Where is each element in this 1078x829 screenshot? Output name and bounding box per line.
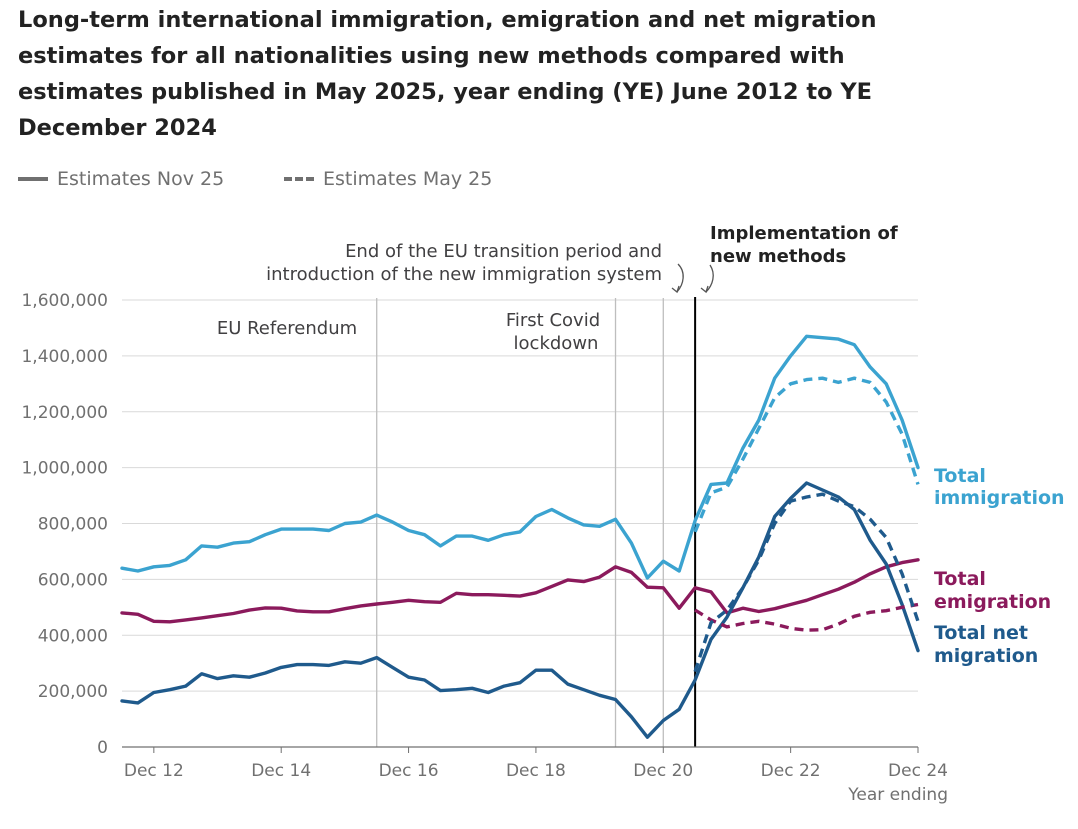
x-axis-title: Year ending — [847, 785, 948, 805]
chart-title: Long-term international immigration, emi… — [18, 7, 877, 141]
series-line-total-immigration-dashed — [693, 376, 920, 533]
immigration-label-line2: immigration — [934, 487, 1065, 509]
immigration-label-line1: Total — [934, 465, 986, 487]
vertical-markers: EU Referendum First Covid lockdown End o… — [217, 223, 898, 747]
eu-transition-arrowhead-icon — [671, 285, 680, 294]
x-tick-label: Dec 20 — [633, 761, 693, 781]
axes: Year ending 0 200,000 400,000 600,000 800,00… — [21, 291, 948, 805]
implementation-label-line1: Implementation of — [710, 223, 898, 244]
gridlines — [122, 299, 918, 692]
y-tick-label: 600,000 — [38, 570, 108, 590]
emigration-label-line2: emigration — [934, 591, 1051, 613]
series-labels: Total immigration Total emigration Total… — [934, 465, 1065, 667]
y-tick-label: 400,000 — [38, 626, 108, 646]
y-tick-label: 200,000 — [38, 682, 108, 702]
implementation-arrowhead-icon — [700, 285, 709, 294]
implementation-label-line2: new methods — [710, 246, 846, 267]
y-tick-label: 0 — [97, 738, 108, 758]
series-line-total-net-migration-solid — [120, 481, 920, 739]
legend-label-nov25: Estimates Nov 25 — [57, 168, 225, 190]
series-lines — [120, 334, 920, 739]
y-tick-label: 1,400,000 — [21, 347, 108, 367]
x-tick-label: Dec 14 — [251, 761, 311, 781]
legend-item-may25: Estimates May 25 — [284, 168, 492, 190]
net-label-line2: migration — [934, 645, 1038, 667]
y-tick-label: 1,200,000 — [21, 403, 108, 423]
series-line-total-net-migration-dashed — [693, 492, 920, 673]
solid-line-icon — [18, 177, 48, 181]
series-line-total-immigration-solid — [120, 334, 920, 580]
implementation-arrow-icon — [705, 264, 714, 293]
eu-referendum-label: EU Referendum — [217, 318, 357, 339]
x-tick-label: Dec 18 — [506, 761, 566, 781]
x-tick-label: Dec 12 — [124, 761, 184, 781]
y-tick-label: 1,000,000 — [21, 459, 108, 479]
x-tick-label: Dec 16 — [379, 761, 439, 781]
covid-label-line1: First Covid — [506, 310, 600, 331]
legend-item-nov25: Estimates Nov 25 — [18, 168, 224, 190]
net-label-line1: Total net — [934, 622, 1028, 644]
x-tick-label: Dec 22 — [761, 761, 821, 781]
series-line-total-emigration-solid — [120, 558, 920, 624]
emigration-label-line1: Total — [934, 568, 986, 590]
eu-transition-label-line1: End of the EU transition period and — [345, 241, 662, 262]
covid-label-line2: lockdown — [514, 333, 599, 354]
legend-label-may25: Estimates May 25 — [323, 168, 493, 190]
y-tick-label: 800,000 — [38, 515, 108, 535]
eu-transition-label-line2: introduction of the new immigration syst… — [266, 264, 662, 285]
eu-transition-arrow-icon — [676, 263, 684, 293]
x-tick-label: Dec 24 — [888, 761, 948, 781]
y-tick-label: 1,600,000 — [21, 291, 108, 311]
dashed-line-icon — [284, 177, 314, 181]
